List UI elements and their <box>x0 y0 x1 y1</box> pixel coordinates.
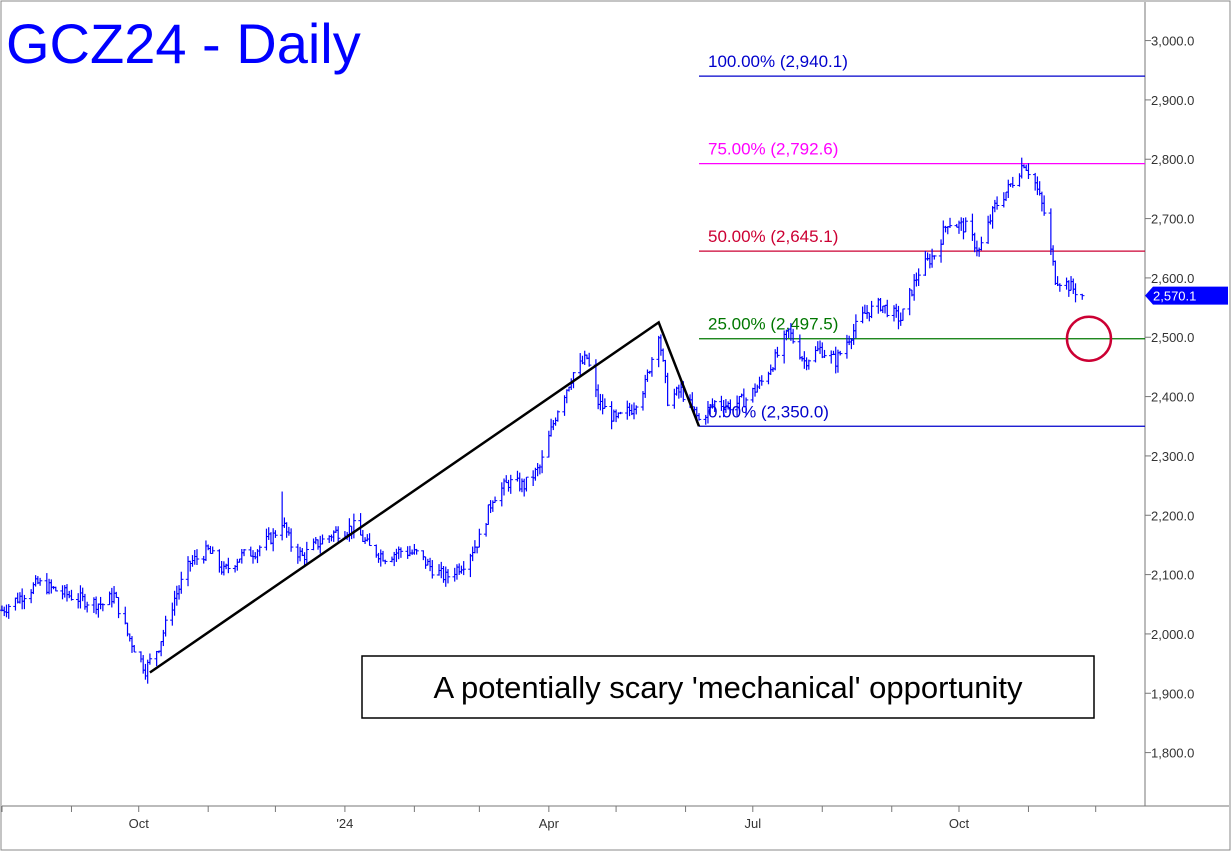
x-tick-label: Oct <box>949 816 970 831</box>
y-tick-label: 2,300.0 <box>1151 449 1194 464</box>
y-tick-label: 2,600.0 <box>1151 271 1194 286</box>
last-price-tag <box>1145 286 1228 305</box>
x-tick-label: Jul <box>744 816 761 831</box>
fib-levels: 100.00% (2,940.1) 75.00% (2,792.6) 50.00% … <box>699 52 1145 427</box>
y-tick-label: 1,800.0 <box>1151 746 1194 761</box>
target-circle-layer <box>1065 315 1113 362</box>
y-tick-label: 2,100.0 <box>1151 568 1194 583</box>
annotation-text: A potentially scary 'mechanical' opportu… <box>433 670 1023 705</box>
y-axis: 1,800.0 1,900.0 2,000.0 2,100.0 2,200.0 2,300… <box>1145 34 1194 761</box>
abc-line <box>149 320 701 674</box>
abc-pattern <box>149 320 701 674</box>
y-tick-label: 2,200.0 <box>1151 508 1194 523</box>
y-tick-label: 1,900.0 <box>1151 686 1194 701</box>
x-tick-label: '24 <box>336 816 353 831</box>
y-tick-label: 2,500.0 <box>1151 330 1194 345</box>
annotation-box: A potentially scary 'mechanical' opportu… <box>361 655 1095 719</box>
level-label: 0.00% (2,350.0) <box>708 402 829 421</box>
y-tick-label: 2,900.0 <box>1151 93 1194 108</box>
level-label: 75.00% (2,792.6) <box>708 140 838 159</box>
x-tick-label: Oct <box>129 816 150 831</box>
last-price-label: 2,570.1 <box>1153 289 1196 304</box>
y-tick-label: 2,700.0 <box>1151 212 1194 227</box>
chart-title: GCZ24 - Daily <box>6 12 361 75</box>
y-tick-label: 3,000.0 <box>1151 34 1194 49</box>
y-tick-label: 2,000.0 <box>1151 627 1194 642</box>
price-bars <box>0 157 1085 684</box>
target-circle <box>1065 315 1113 362</box>
y-tick-label: 2,400.0 <box>1151 390 1194 405</box>
x-tick-label: Apr <box>539 816 560 831</box>
level-label: 25.00% (2,497.5) <box>708 315 838 334</box>
annotation-frame <box>361 655 1095 719</box>
level-label: 100.00% (2,940.1) <box>708 52 848 71</box>
last-price-tag-layer: 2,570.1 <box>1145 286 1228 305</box>
x-axis: Oct '24 Apr Jul Oct <box>1 806 1097 831</box>
y-tick-label: 2,800.0 <box>1151 152 1194 167</box>
level-label: 50.00% (2,645.1) <box>708 227 838 246</box>
